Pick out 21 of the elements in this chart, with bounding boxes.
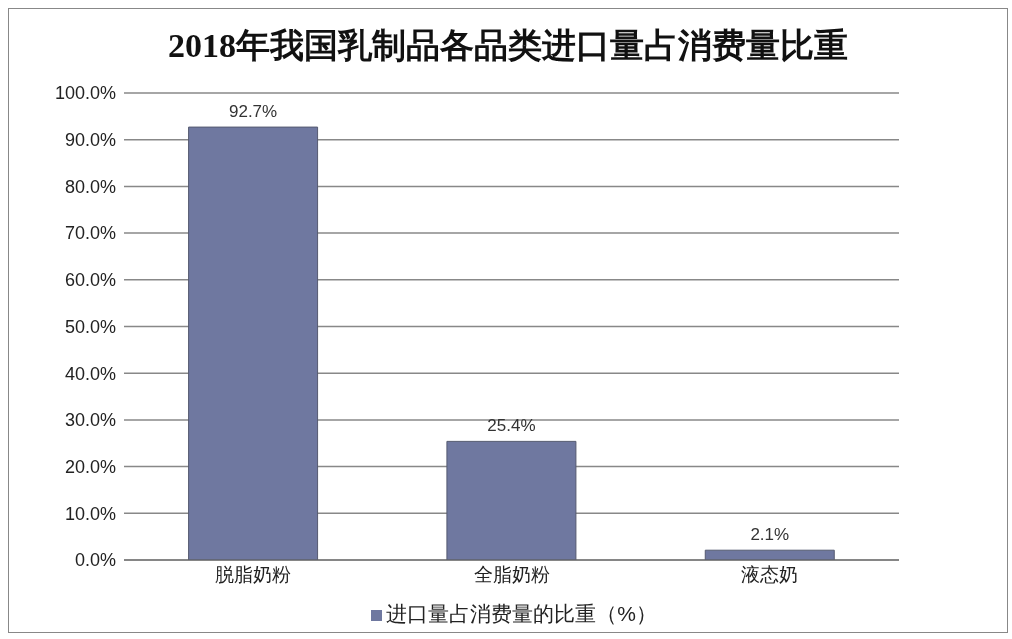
y-tick-label: 40.0% (64, 363, 116, 384)
y-tick-label: 90.0% (64, 130, 116, 151)
y-tick-label: 100.0% (54, 83, 116, 104)
data-label: 25.4% (487, 416, 536, 436)
legend-label: 进口量占消费量的比重（%） (386, 602, 657, 625)
data-label: 92.7% (228, 102, 278, 122)
chart-title: 2018年我国乳制品各品类进口量占消费量比重 (167, 26, 849, 66)
y-tick-label: 60.0% (64, 270, 116, 291)
y-tick-label: 30.0% (64, 410, 116, 431)
y-tick-label: 20.0% (64, 456, 116, 477)
x-tick-label: 脱脂奶粉 (215, 564, 292, 586)
y-tick-label: 70.0% (64, 223, 116, 244)
y-tick-label: 80.0% (64, 176, 116, 197)
y-tick-label: 50.0% (64, 316, 116, 337)
bar (188, 126, 319, 560)
x-tick-label: 液态奶 (741, 564, 799, 586)
y-tick-label: 10.0% (64, 503, 116, 524)
y-tick-label: 0.0% (74, 550, 116, 571)
data-label: 2.1% (750, 525, 790, 545)
x-tick-label: 全脂奶粉 (473, 564, 550, 586)
bar (446, 440, 577, 560)
